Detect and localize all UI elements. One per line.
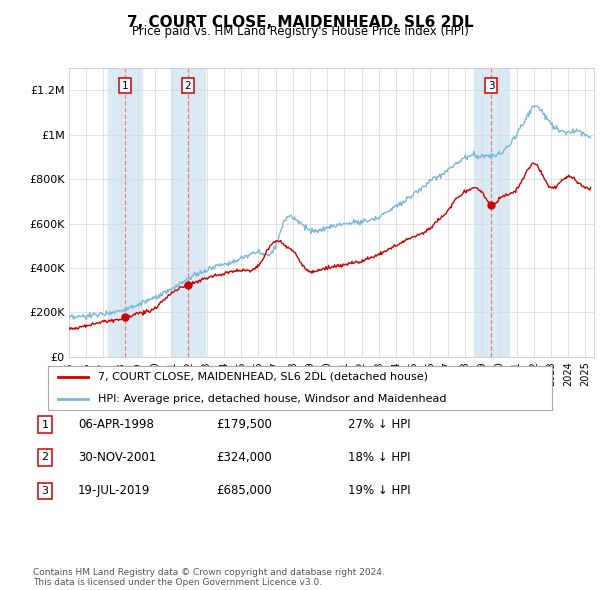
Text: 7, COURT CLOSE, MAIDENHEAD, SL6 2DL (detached house): 7, COURT CLOSE, MAIDENHEAD, SL6 2DL (det… (98, 372, 428, 382)
Text: £685,000: £685,000 (216, 484, 272, 497)
Bar (108, 68, 142, 357)
Text: 7, COURT CLOSE, MAIDENHEAD, SL6 2DL: 7, COURT CLOSE, MAIDENHEAD, SL6 2DL (127, 15, 473, 30)
Text: 2: 2 (41, 453, 49, 462)
Text: 19% ↓ HPI: 19% ↓ HPI (348, 484, 410, 497)
Text: 30-NOV-2001: 30-NOV-2001 (78, 451, 156, 464)
Text: 1: 1 (41, 420, 49, 430)
Text: Price paid vs. HM Land Registry's House Price Index (HPI): Price paid vs. HM Land Registry's House … (131, 25, 469, 38)
Bar (474, 68, 509, 357)
Text: 19-JUL-2019: 19-JUL-2019 (78, 484, 151, 497)
Text: Contains HM Land Registry data © Crown copyright and database right 2024.
This d: Contains HM Land Registry data © Crown c… (33, 568, 385, 587)
Text: HPI: Average price, detached house, Windsor and Maidenhead: HPI: Average price, detached house, Wind… (98, 394, 447, 404)
Text: 1: 1 (122, 81, 128, 91)
Text: 3: 3 (488, 81, 495, 91)
Text: 06-APR-1998: 06-APR-1998 (78, 418, 154, 431)
Text: 27% ↓ HPI: 27% ↓ HPI (348, 418, 410, 431)
Text: 3: 3 (41, 486, 49, 496)
Text: £324,000: £324,000 (216, 451, 272, 464)
Text: 18% ↓ HPI: 18% ↓ HPI (348, 451, 410, 464)
Text: 2: 2 (185, 81, 191, 91)
Text: £179,500: £179,500 (216, 418, 272, 431)
Bar (171, 68, 205, 357)
